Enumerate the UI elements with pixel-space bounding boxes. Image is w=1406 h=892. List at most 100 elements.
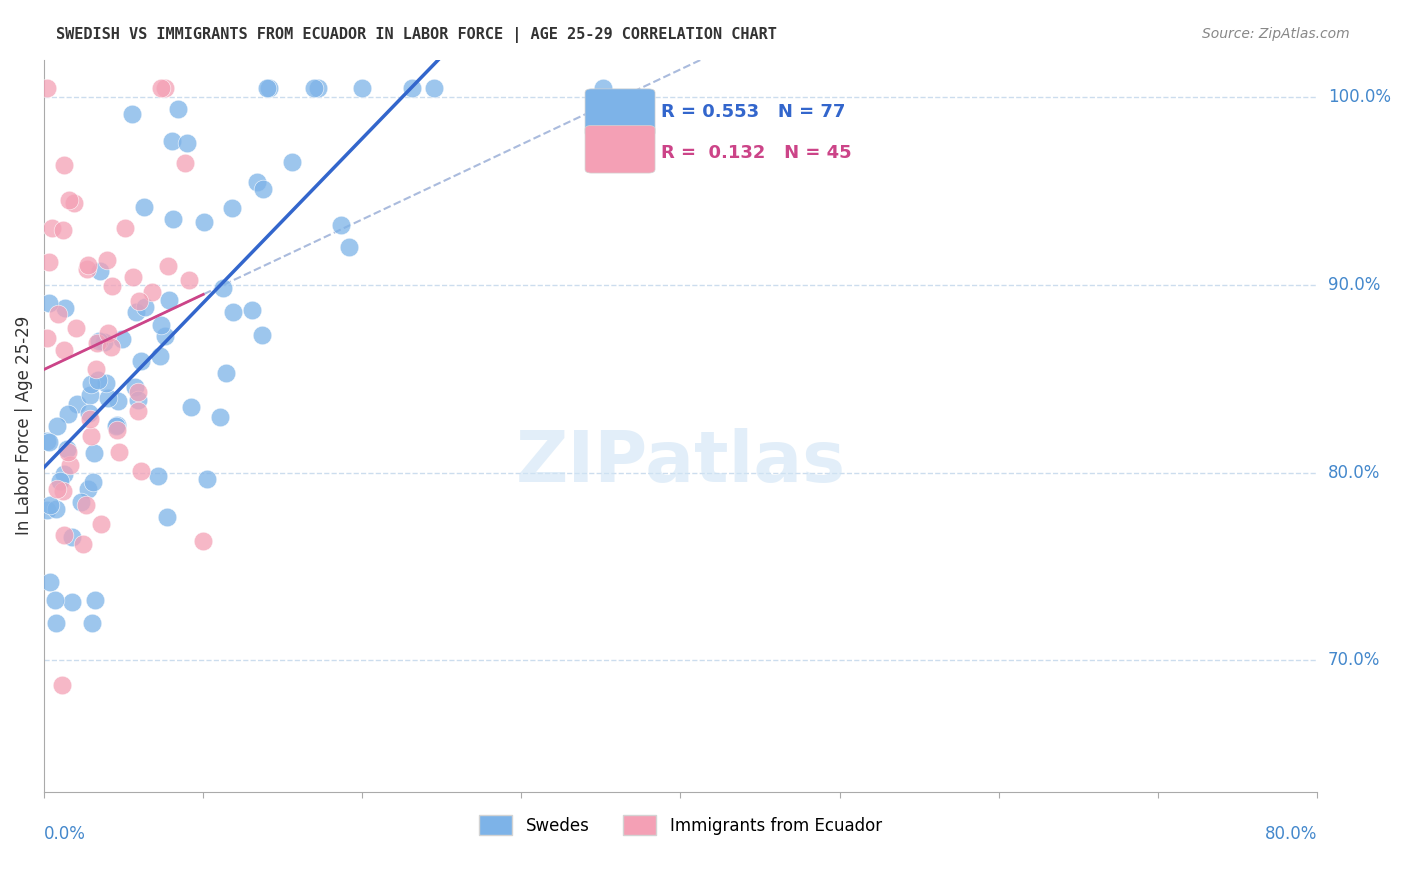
Point	[87, 373, 110, 387]
Point	[45, 502, 67, 516]
Legend: Swedes, Immigrants from Ecuador: Swedes, Immigrants from Ecuador	[472, 808, 889, 842]
Point	[60, 595, 83, 609]
Point	[208, 409, 231, 424]
Point	[58, 194, 80, 208]
Text: 100.0%: 100.0%	[1329, 88, 1391, 106]
Point	[302, 80, 325, 95]
Point	[131, 464, 153, 478]
Point	[53, 158, 76, 172]
Point	[195, 472, 218, 486]
Point	[256, 80, 278, 95]
Point	[79, 388, 101, 402]
Point	[37, 80, 59, 95]
Point	[72, 537, 94, 551]
Point	[240, 303, 263, 318]
Point	[141, 285, 163, 300]
Point	[146, 468, 169, 483]
Point	[352, 80, 374, 95]
Point	[45, 419, 67, 434]
Point	[53, 528, 76, 542]
Point	[77, 258, 100, 272]
Point	[52, 467, 75, 482]
Point	[105, 418, 128, 433]
Point	[134, 300, 156, 314]
Point	[44, 593, 66, 607]
Point	[121, 269, 143, 284]
Point	[52, 483, 75, 498]
Point	[45, 482, 67, 496]
Point	[104, 419, 127, 434]
Point	[79, 411, 101, 425]
Point	[153, 329, 176, 343]
Point	[193, 533, 215, 548]
Point	[75, 498, 97, 512]
Point	[128, 293, 150, 308]
Point	[65, 321, 87, 335]
Point	[280, 155, 302, 169]
Point	[77, 406, 100, 420]
Point	[179, 272, 201, 286]
Y-axis label: In Labor Force | Age 25-29: In Labor Force | Age 25-29	[15, 316, 32, 535]
Point	[38, 498, 60, 512]
Point	[86, 336, 108, 351]
Text: 80.0%: 80.0%	[1329, 464, 1381, 482]
Point	[38, 296, 60, 310]
Point	[127, 404, 149, 418]
Point	[131, 353, 153, 368]
Point	[77, 482, 100, 496]
Point	[167, 102, 190, 116]
Point	[37, 331, 59, 345]
Point	[100, 340, 122, 354]
Point	[37, 502, 59, 516]
Point	[70, 495, 93, 509]
Point	[153, 80, 176, 95]
Point	[79, 428, 101, 442]
Point	[84, 592, 107, 607]
Point	[89, 264, 111, 278]
Text: 90.0%: 90.0%	[1329, 276, 1381, 293]
Point	[127, 385, 149, 400]
Point	[212, 281, 235, 295]
Point	[149, 350, 172, 364]
Point	[157, 293, 180, 307]
Point	[423, 80, 446, 95]
Point	[93, 335, 115, 350]
Point	[162, 211, 184, 226]
Point	[37, 434, 59, 448]
Point	[307, 80, 329, 95]
Point	[90, 516, 112, 531]
Point	[38, 434, 60, 449]
Point	[176, 136, 198, 150]
Point	[45, 615, 67, 630]
Point	[252, 182, 274, 196]
Point	[180, 401, 202, 415]
Point	[84, 362, 107, 376]
Point	[108, 445, 131, 459]
Text: 80.0%: 80.0%	[1264, 825, 1317, 844]
Text: R = 0.553   N = 77: R = 0.553 N = 77	[661, 103, 846, 121]
Point	[149, 81, 172, 95]
Point	[82, 615, 104, 630]
Point	[79, 376, 101, 391]
Point	[58, 458, 80, 472]
Point	[41, 221, 63, 235]
Point	[107, 394, 129, 409]
Text: 0.0%: 0.0%	[44, 825, 86, 844]
Point	[48, 475, 70, 489]
Point	[160, 134, 183, 148]
Point	[46, 307, 69, 321]
Point	[127, 392, 149, 407]
Point	[53, 301, 76, 316]
Point	[121, 107, 143, 121]
Point	[215, 366, 238, 380]
Point	[114, 221, 136, 235]
FancyBboxPatch shape	[585, 126, 655, 173]
Point	[155, 510, 177, 524]
Point	[97, 326, 120, 340]
Point	[52, 343, 75, 358]
Point	[221, 202, 243, 216]
Point	[222, 305, 245, 319]
Point	[101, 279, 124, 293]
Point	[56, 445, 79, 459]
Point	[51, 678, 73, 692]
